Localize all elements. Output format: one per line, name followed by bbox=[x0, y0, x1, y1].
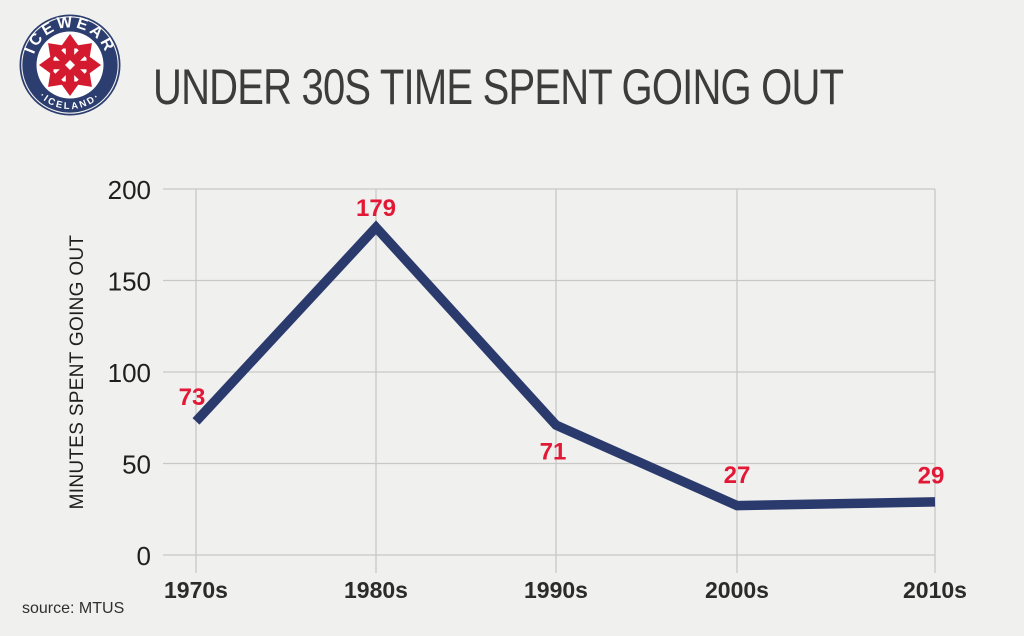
data-label: 27 bbox=[724, 462, 751, 489]
y-tick-label: 200 bbox=[108, 175, 151, 205]
logo-ring-gap bbox=[21, 16, 119, 114]
data-label: 179 bbox=[356, 195, 396, 222]
x-tick-label: 1980s bbox=[344, 577, 408, 603]
x-tick-label: 1990s bbox=[524, 577, 588, 603]
source-note: source: MTUS bbox=[22, 600, 125, 617]
snowflake-arm bbox=[59, 65, 81, 96]
page-title: UNDER 30S TIME SPENT GOING OUT bbox=[153, 59, 844, 115]
x-tick-label: 2000s bbox=[705, 577, 769, 603]
snowflake-arm bbox=[59, 34, 81, 65]
icewear-logo: ICEWEAR ·ICELAND· bbox=[19, 14, 121, 116]
x-tick-label: 1970s bbox=[164, 577, 228, 603]
y-tick-label: 100 bbox=[108, 358, 151, 388]
data-label: 29 bbox=[918, 462, 945, 489]
snowflake-arm bbox=[70, 54, 101, 76]
trend-line bbox=[192, 220, 936, 511]
y-tick-label: 150 bbox=[108, 267, 151, 297]
y-axis-title: MINUTES SPENT GOING OUT bbox=[67, 234, 88, 510]
snowflake-arm bbox=[39, 54, 70, 76]
x-tick-label: 2010s bbox=[903, 577, 967, 603]
snowflake-icon bbox=[39, 34, 101, 96]
data-label: 71 bbox=[540, 439, 567, 466]
data-label: 73 bbox=[179, 384, 206, 411]
y-tick-label: 0 bbox=[137, 541, 151, 571]
y-tick-label: 50 bbox=[122, 450, 151, 480]
snowflake-arm bbox=[48, 43, 73, 68]
